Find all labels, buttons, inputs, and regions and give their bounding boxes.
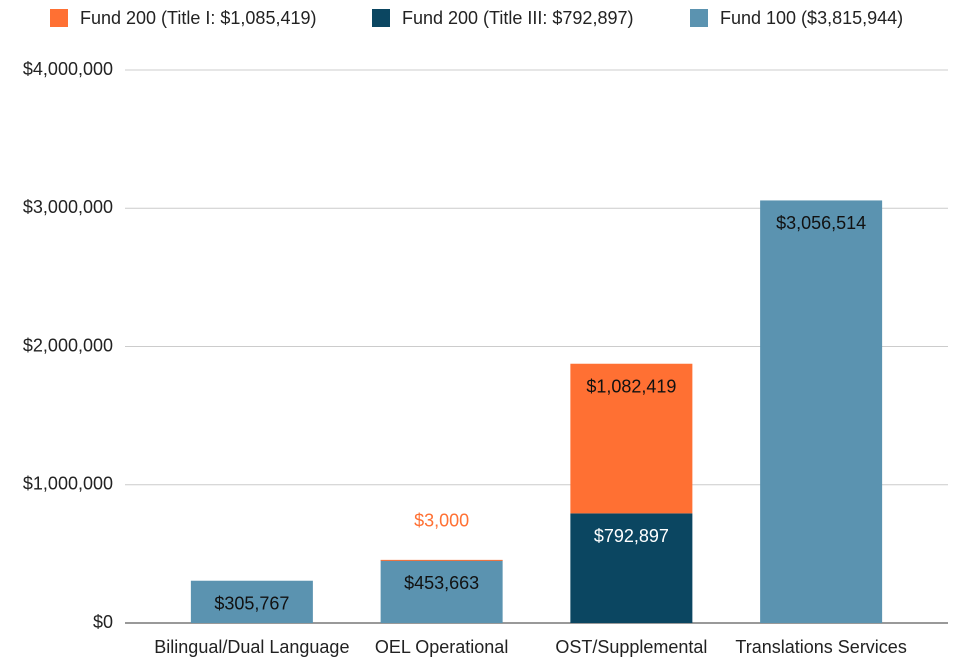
y-tick-label: $3,000,000: [23, 197, 113, 217]
data-label: $792,897: [594, 526, 669, 546]
data-label: $3,056,514: [776, 213, 866, 233]
y-tick-label: $2,000,000: [23, 335, 113, 355]
x-tick-label: OEL Operational: [375, 637, 508, 657]
y-tick-label: $4,000,000: [23, 59, 113, 79]
bar-segment: [760, 200, 883, 623]
legend-label: Fund 200 (Title I: $1,085,419): [80, 8, 316, 28]
data-label: $3,000: [414, 511, 469, 531]
bar-segment: [380, 559, 503, 561]
bar-segment: [380, 560, 503, 623]
y-tick-label: $1,000,000: [23, 474, 113, 494]
bar-segment: [570, 363, 693, 514]
bar-segment: [570, 513, 693, 623]
legend-swatch: [50, 9, 68, 27]
y-tick-label: $0: [93, 612, 113, 632]
legend-swatch: [690, 9, 708, 27]
legend-label: Fund 100 ($3,815,944): [720, 8, 903, 28]
x-tick-label: Bilingual/Dual Language: [154, 637, 349, 657]
bar-segment: [190, 580, 313, 623]
data-label: $1,082,419: [586, 376, 676, 396]
x-tick-label: Translations Services: [735, 637, 906, 657]
data-label: $453,663: [404, 573, 479, 593]
data-label: $305,767: [214, 593, 289, 613]
legend-label: Fund 200 (Title III: $792,897): [402, 8, 633, 28]
x-tick-label: OST/Supplemental: [555, 637, 707, 657]
legend-swatch: [372, 9, 390, 27]
